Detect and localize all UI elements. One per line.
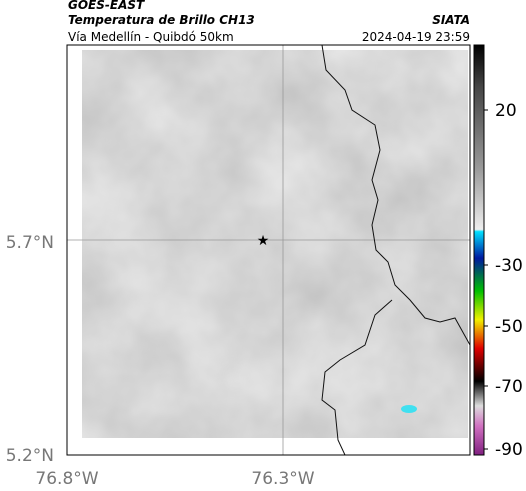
boundary — [321, 44, 471, 346]
boundary — [321, 299, 393, 456]
subtitle: Temperatura de Brillo CH13 — [68, 13, 255, 27]
colorbar-label: -50 — [495, 317, 523, 337]
colorbar-label: -90 — [495, 440, 523, 460]
imagery-clouds — [82, 50, 468, 438]
map-frame — [66, 44, 471, 456]
title: GOES-EAST — [68, 0, 145, 12]
location-star: ★ — [257, 233, 270, 249]
region: Vía Medellín - Quibdó 50km — [68, 30, 234, 44]
timestamp: 2024-04-19 23:59 — [362, 30, 470, 44]
colorbar-label: -70 — [495, 377, 523, 397]
lon-label: 76.8°W — [35, 469, 98, 489]
colorbar: 20 -30 -50 -70 -90 — [473, 44, 523, 460]
colorbar-scale — [473, 44, 485, 456]
lon-label: 76.3°W — [251, 469, 314, 489]
colorbar-label: -30 — [495, 256, 523, 276]
source: SIATA — [432, 13, 470, 27]
cold-cloud — [401, 405, 417, 413]
map: ★ 5.7°N 5.2°N 76.8°W 76.3°W — [6, 44, 471, 489]
lat-label: 5.2°N — [6, 446, 54, 466]
colorbar-label: 20 — [495, 101, 517, 121]
lat-label: 5.7°N — [6, 233, 54, 253]
header: GOES-EAST Temperatura de Brillo CH13 SIA… — [68, 0, 470, 44]
